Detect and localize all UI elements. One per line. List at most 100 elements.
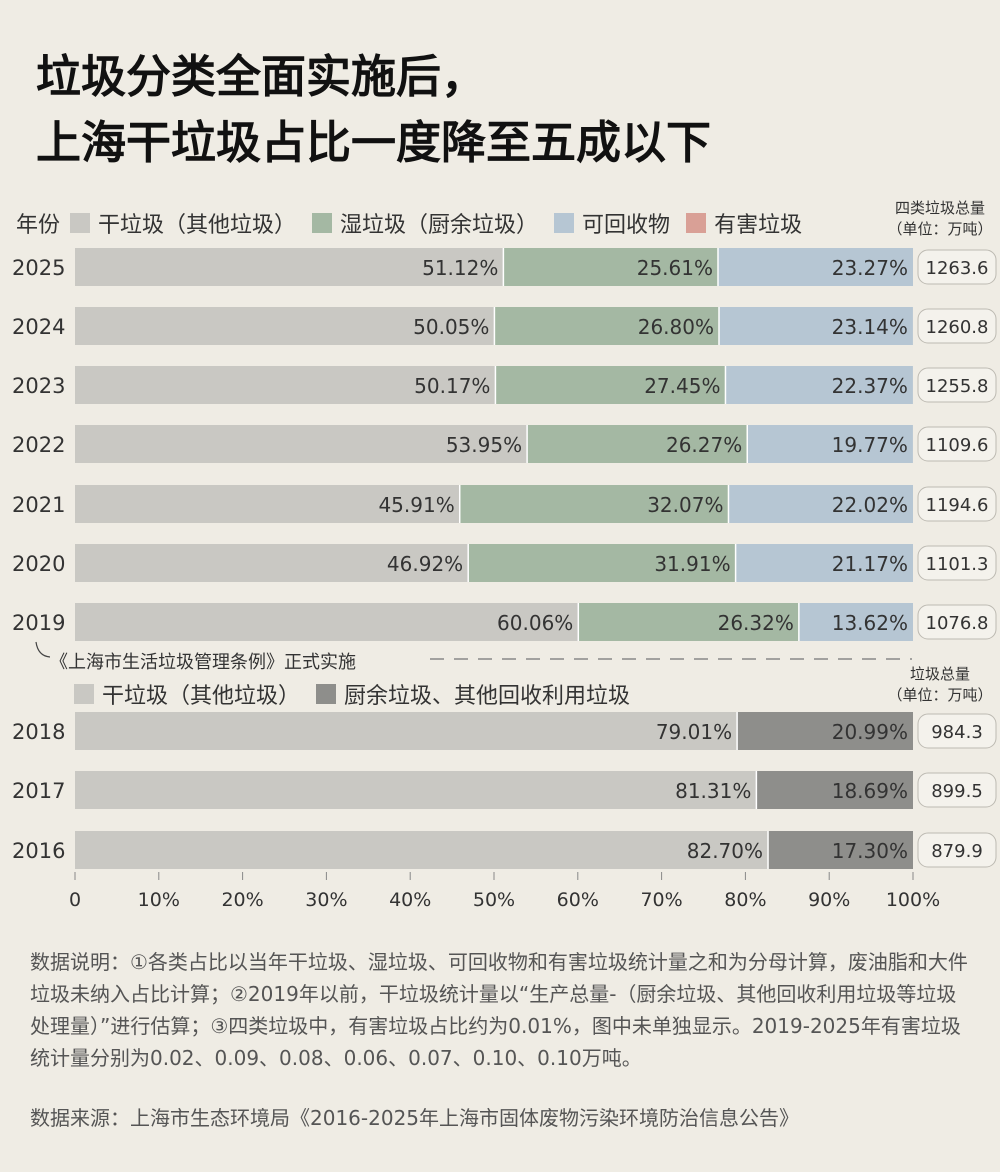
year-column-header: 年份 — [16, 213, 61, 238]
two-class-year-label: 2016 — [12, 839, 65, 863]
four-class-bar-segment — [728, 485, 913, 523]
x-axis-tick-label: 100% — [886, 889, 940, 911]
data-notes: 数据说明：①各类占比以当年干垃圾、湿垃圾、可回收物和有害垃圾统计量之和为分母计算… — [30, 950, 968, 1070]
legend-four-class: 年份 干垃圾（其他垃圾） 湿垃圾（厨余垃圾） 可回收物 有害垃圾 — [16, 207, 818, 239]
four-class-data-label: 22.37% — [832, 374, 908, 398]
two-class-bar-segment — [75, 712, 738, 750]
four-class-year-label: 2023 — [12, 374, 65, 398]
four-class-bar-segment — [503, 248, 718, 286]
four-class-bar-segment — [735, 544, 913, 582]
legend-item-kitchen-recycle: 厨余垃圾、其他回收利用垃圾 — [316, 678, 630, 710]
four-class-total-box — [917, 249, 997, 285]
two-class-year-label: 2018 — [12, 720, 65, 744]
four-class-total-box — [917, 426, 997, 462]
four-class-data-label: 45.91% — [378, 493, 454, 517]
two-class-bar-segment — [737, 712, 913, 750]
x-axis-tick-label: 90% — [808, 889, 850, 911]
two-class-bar-segment — [756, 771, 913, 809]
four-class-data-label: 46.92% — [387, 552, 463, 576]
four-class-year-label: 2020 — [12, 552, 65, 576]
legend-swatch — [312, 213, 333, 233]
two-class-bar-segment — [75, 771, 757, 809]
two-class-total-box — [917, 772, 997, 808]
two-class-bar-segment — [768, 831, 913, 869]
four-class-total-value: 1101.3 — [926, 554, 989, 575]
two-class-data-label: 18.69% — [832, 779, 908, 803]
four-class-data-label: 50.05% — [413, 315, 489, 339]
four-class-year-label: 2022 — [12, 433, 65, 457]
four-class-bar-segment — [495, 366, 726, 404]
four-class-bar-segment — [75, 425, 528, 463]
four-class-bar-segment — [717, 248, 913, 286]
four-class-bar-segment — [725, 366, 913, 404]
legend-label: 厨余垃圾、其他回收利用垃圾 — [344, 684, 631, 709]
legend-item-wet: 湿垃圾（厨余垃圾） — [312, 207, 538, 239]
two-class-total-value: 984.3 — [931, 722, 983, 743]
four-class-bar-segment — [75, 544, 469, 582]
four-class-bar-segment — [494, 307, 720, 345]
total-header-unit: （单位：万吨） — [887, 686, 993, 704]
chart-title: 垃圾分类全面实施后， 上海干垃圾占比一度降至五成以下 — [36, 44, 976, 176]
four-class-total-box — [917, 486, 997, 522]
four-class-data-label: 26.32% — [718, 611, 794, 635]
four-class-data-label: 51.12% — [422, 256, 498, 280]
title-line-1: 垃圾分类全面实施后， — [36, 50, 487, 103]
stacked-bar-chart: 2025 51.12% 25.61% 23.27% 1263.6 2024 50.05% 26… — [12, 248, 997, 911]
four-class-bar-segment — [578, 603, 799, 641]
four-class-data-label: 22.02% — [832, 493, 908, 517]
legend-swatch — [316, 684, 337, 704]
x-axis-tick-label: 80% — [724, 889, 766, 911]
four-class-bar-segment — [798, 603, 913, 641]
four-class-total-box — [917, 604, 997, 640]
four-class-data-label: 25.61% — [637, 256, 713, 280]
four-class-year-label: 2025 — [12, 256, 65, 280]
four-class-total-box — [917, 308, 997, 344]
legend-two-class: 干垃圾（其他垃圾） 厨余垃圾、其他回收利用垃圾 — [74, 678, 646, 710]
x-axis-tick-label: 70% — [640, 889, 682, 911]
two-class-data-label: 81.31% — [675, 779, 751, 803]
four-class-total-box — [917, 545, 997, 581]
two-class-total-value: 879.9 — [931, 841, 983, 862]
legend-label: 湿垃圾（厨余垃圾） — [340, 213, 539, 238]
legend-label: 有害垃圾 — [714, 213, 803, 238]
x-axis-tick-label: 10% — [138, 889, 180, 911]
two-class-total-box — [917, 832, 997, 868]
four-class-data-label: 50.17% — [414, 374, 490, 398]
four-class-bar-segment — [468, 544, 736, 582]
total-header-unit: （单位：万吨） — [887, 220, 993, 238]
four-class-bar-segment — [75, 307, 495, 345]
x-axis-tick-label: 20% — [221, 889, 263, 911]
legend-item-dry: 干垃圾（其他垃圾） — [74, 678, 300, 710]
legend-item-recyclable: 可回收物 — [554, 207, 670, 239]
four-class-year-label: 2021 — [12, 493, 65, 517]
four-class-data-label: 27.45% — [644, 374, 720, 398]
legend-label: 可回收物 — [582, 213, 671, 238]
two-class-data-label: 79.01% — [656, 720, 732, 744]
total-header-line: 垃圾总量 — [909, 665, 970, 683]
legend-swatch — [554, 213, 575, 233]
two-class-total-box — [917, 713, 997, 749]
four-class-data-label: 23.14% — [832, 315, 908, 339]
four-class-data-label: 23.27% — [832, 256, 908, 280]
four-class-total-value: 1194.6 — [926, 495, 989, 516]
law-note-connector — [35, 641, 51, 658]
total-header-line: 四类垃圾总量 — [894, 199, 985, 217]
legend-label: 干垃圾（其他垃圾） — [98, 213, 297, 238]
legend-item-dry: 干垃圾（其他垃圾） — [70, 207, 296, 239]
legend-item-hazardous: 有害垃圾 — [686, 207, 802, 239]
legend-swatch — [70, 213, 91, 233]
legend-label: 干垃圾（其他垃圾） — [102, 684, 301, 709]
total-header-two-class: 垃圾总量 （单位：万吨） — [876, 664, 1000, 706]
four-class-total-value: 1076.8 — [926, 613, 989, 634]
law-implementation-note: 《上海市生活垃圾管理条例》正式实施 — [50, 652, 356, 673]
total-header-four-class: 四类垃圾总量 （单位：万吨） — [876, 198, 1000, 240]
two-class-data-label: 20.99% — [832, 720, 908, 744]
x-axis-tick-label: 60% — [557, 889, 599, 911]
four-class-year-label: 2024 — [12, 315, 65, 339]
four-class-bar-segment — [75, 603, 579, 641]
four-class-data-label: 26.27% — [666, 433, 742, 457]
x-axis-tick-label: 0 — [69, 889, 81, 911]
four-class-bar-segment — [747, 425, 913, 463]
four-class-data-label: 31.91% — [654, 552, 730, 576]
four-class-bar-segment — [527, 425, 748, 463]
